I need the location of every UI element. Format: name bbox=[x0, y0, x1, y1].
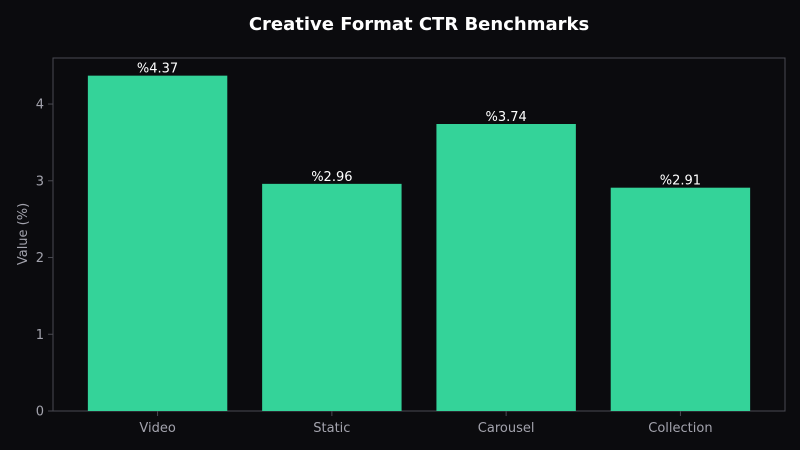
bar-carousel bbox=[436, 124, 576, 411]
y-tick-label: 3 bbox=[36, 174, 44, 189]
data-label: %3.74 bbox=[485, 110, 526, 125]
x-axis: Video Static Carousel Collection bbox=[139, 411, 713, 436]
x-tick-label: Static bbox=[313, 421, 350, 436]
data-label: %2.96 bbox=[311, 170, 352, 185]
y-tick-label: 4 bbox=[36, 98, 44, 113]
bar-static bbox=[262, 183, 402, 411]
y-axis-label: Value (%) bbox=[16, 203, 31, 265]
y-tick-label: 2 bbox=[36, 251, 44, 266]
chart-title: Creative Format CTR Benchmarks bbox=[249, 14, 589, 35]
bar-video bbox=[87, 75, 228, 412]
y-axis: 0 1 2 3 4 bbox=[36, 98, 53, 420]
bar-collection bbox=[610, 187, 751, 411]
y-tick-label: 0 bbox=[36, 405, 44, 420]
x-tick-label: Carousel bbox=[478, 421, 535, 436]
x-tick-label: Collection bbox=[648, 421, 712, 436]
data-label: %2.91 bbox=[660, 174, 701, 189]
bars-layer: %4.37 %2.96 %3.74 %2.91 bbox=[87, 62, 751, 412]
data-label: %4.37 bbox=[137, 62, 178, 77]
plot-frame bbox=[52, 57, 786, 412]
y-tick-label: 1 bbox=[36, 328, 44, 343]
x-tick-label: Video bbox=[139, 421, 175, 436]
